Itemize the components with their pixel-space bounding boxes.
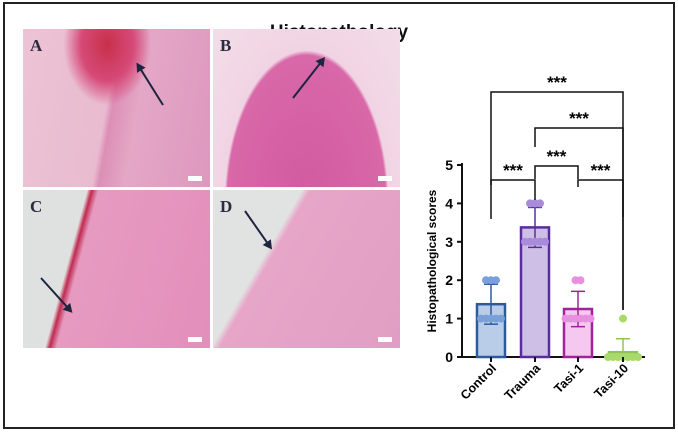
significance-bracket bbox=[577, 179, 624, 310]
significance-label: *** bbox=[547, 147, 567, 166]
panel-label: A bbox=[30, 36, 43, 55]
bar-chart: 0 1 2 3 4 5 Histopathological scores Control Tra… bbox=[425, 73, 645, 403]
panel-label: C bbox=[30, 197, 43, 216]
significance-bracket bbox=[490, 91, 624, 310]
panel-label: B bbox=[220, 36, 232, 55]
scale-bar bbox=[378, 176, 392, 181]
x-tick-label: Trauma bbox=[502, 360, 544, 402]
y-tick-label: 0 bbox=[445, 349, 453, 365]
significance-bracket bbox=[534, 165, 579, 179]
histology-panel-c: C bbox=[23, 190, 210, 348]
y-tick-label: 3 bbox=[445, 234, 453, 250]
figure: Histopathology A B C D 012345Histopathol… bbox=[3, 2, 675, 429]
x-tick-label: Tasi-1 bbox=[551, 361, 586, 396]
significance-label: *** bbox=[569, 109, 589, 128]
y-tick-label: 2 bbox=[445, 272, 453, 288]
panel-label: D bbox=[220, 197, 233, 216]
data-point bbox=[536, 199, 544, 208]
data-point bbox=[541, 237, 549, 246]
significance-label: *** bbox=[591, 161, 611, 180]
significance-label: *** bbox=[547, 73, 567, 92]
significance-label: *** bbox=[503, 161, 523, 180]
scale-bar bbox=[378, 337, 392, 342]
data-point bbox=[492, 276, 500, 285]
data-point bbox=[576, 276, 585, 285]
y-tick-label: 4 bbox=[445, 195, 453, 211]
x-tick-label: Control bbox=[458, 361, 499, 402]
histology-panel-a: A bbox=[23, 29, 210, 187]
scale-bar bbox=[188, 176, 202, 181]
data-point bbox=[619, 314, 627, 323]
y-tick-label: 1 bbox=[445, 311, 453, 327]
y-tick-label: 5 bbox=[445, 157, 453, 173]
significance-bracket bbox=[490, 179, 536, 219]
scale-bar bbox=[188, 337, 202, 342]
y-axis-label: Histopathological scores bbox=[425, 189, 439, 332]
histology-panel-b: B bbox=[213, 29, 400, 187]
data-point bbox=[586, 314, 595, 323]
data-point bbox=[634, 353, 642, 361]
data-point bbox=[497, 314, 505, 323]
histology-panel-d: D bbox=[213, 190, 400, 348]
x-tick-label: Tasi-10 bbox=[591, 361, 631, 401]
